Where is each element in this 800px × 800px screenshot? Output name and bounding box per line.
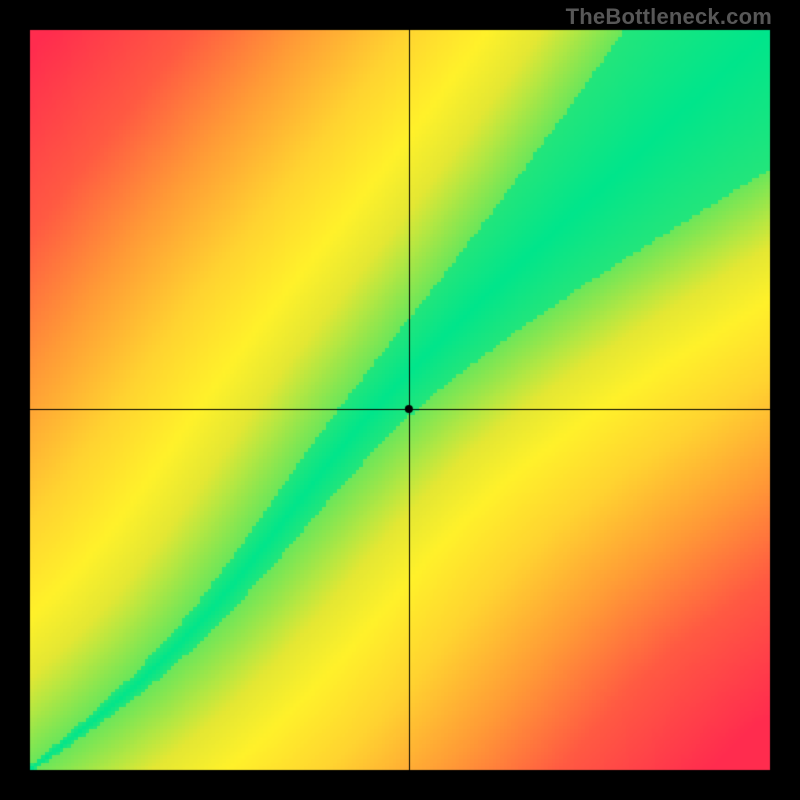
heatmap-canvas bbox=[0, 0, 800, 800]
watermark-text: TheBottleneck.com bbox=[566, 4, 772, 30]
